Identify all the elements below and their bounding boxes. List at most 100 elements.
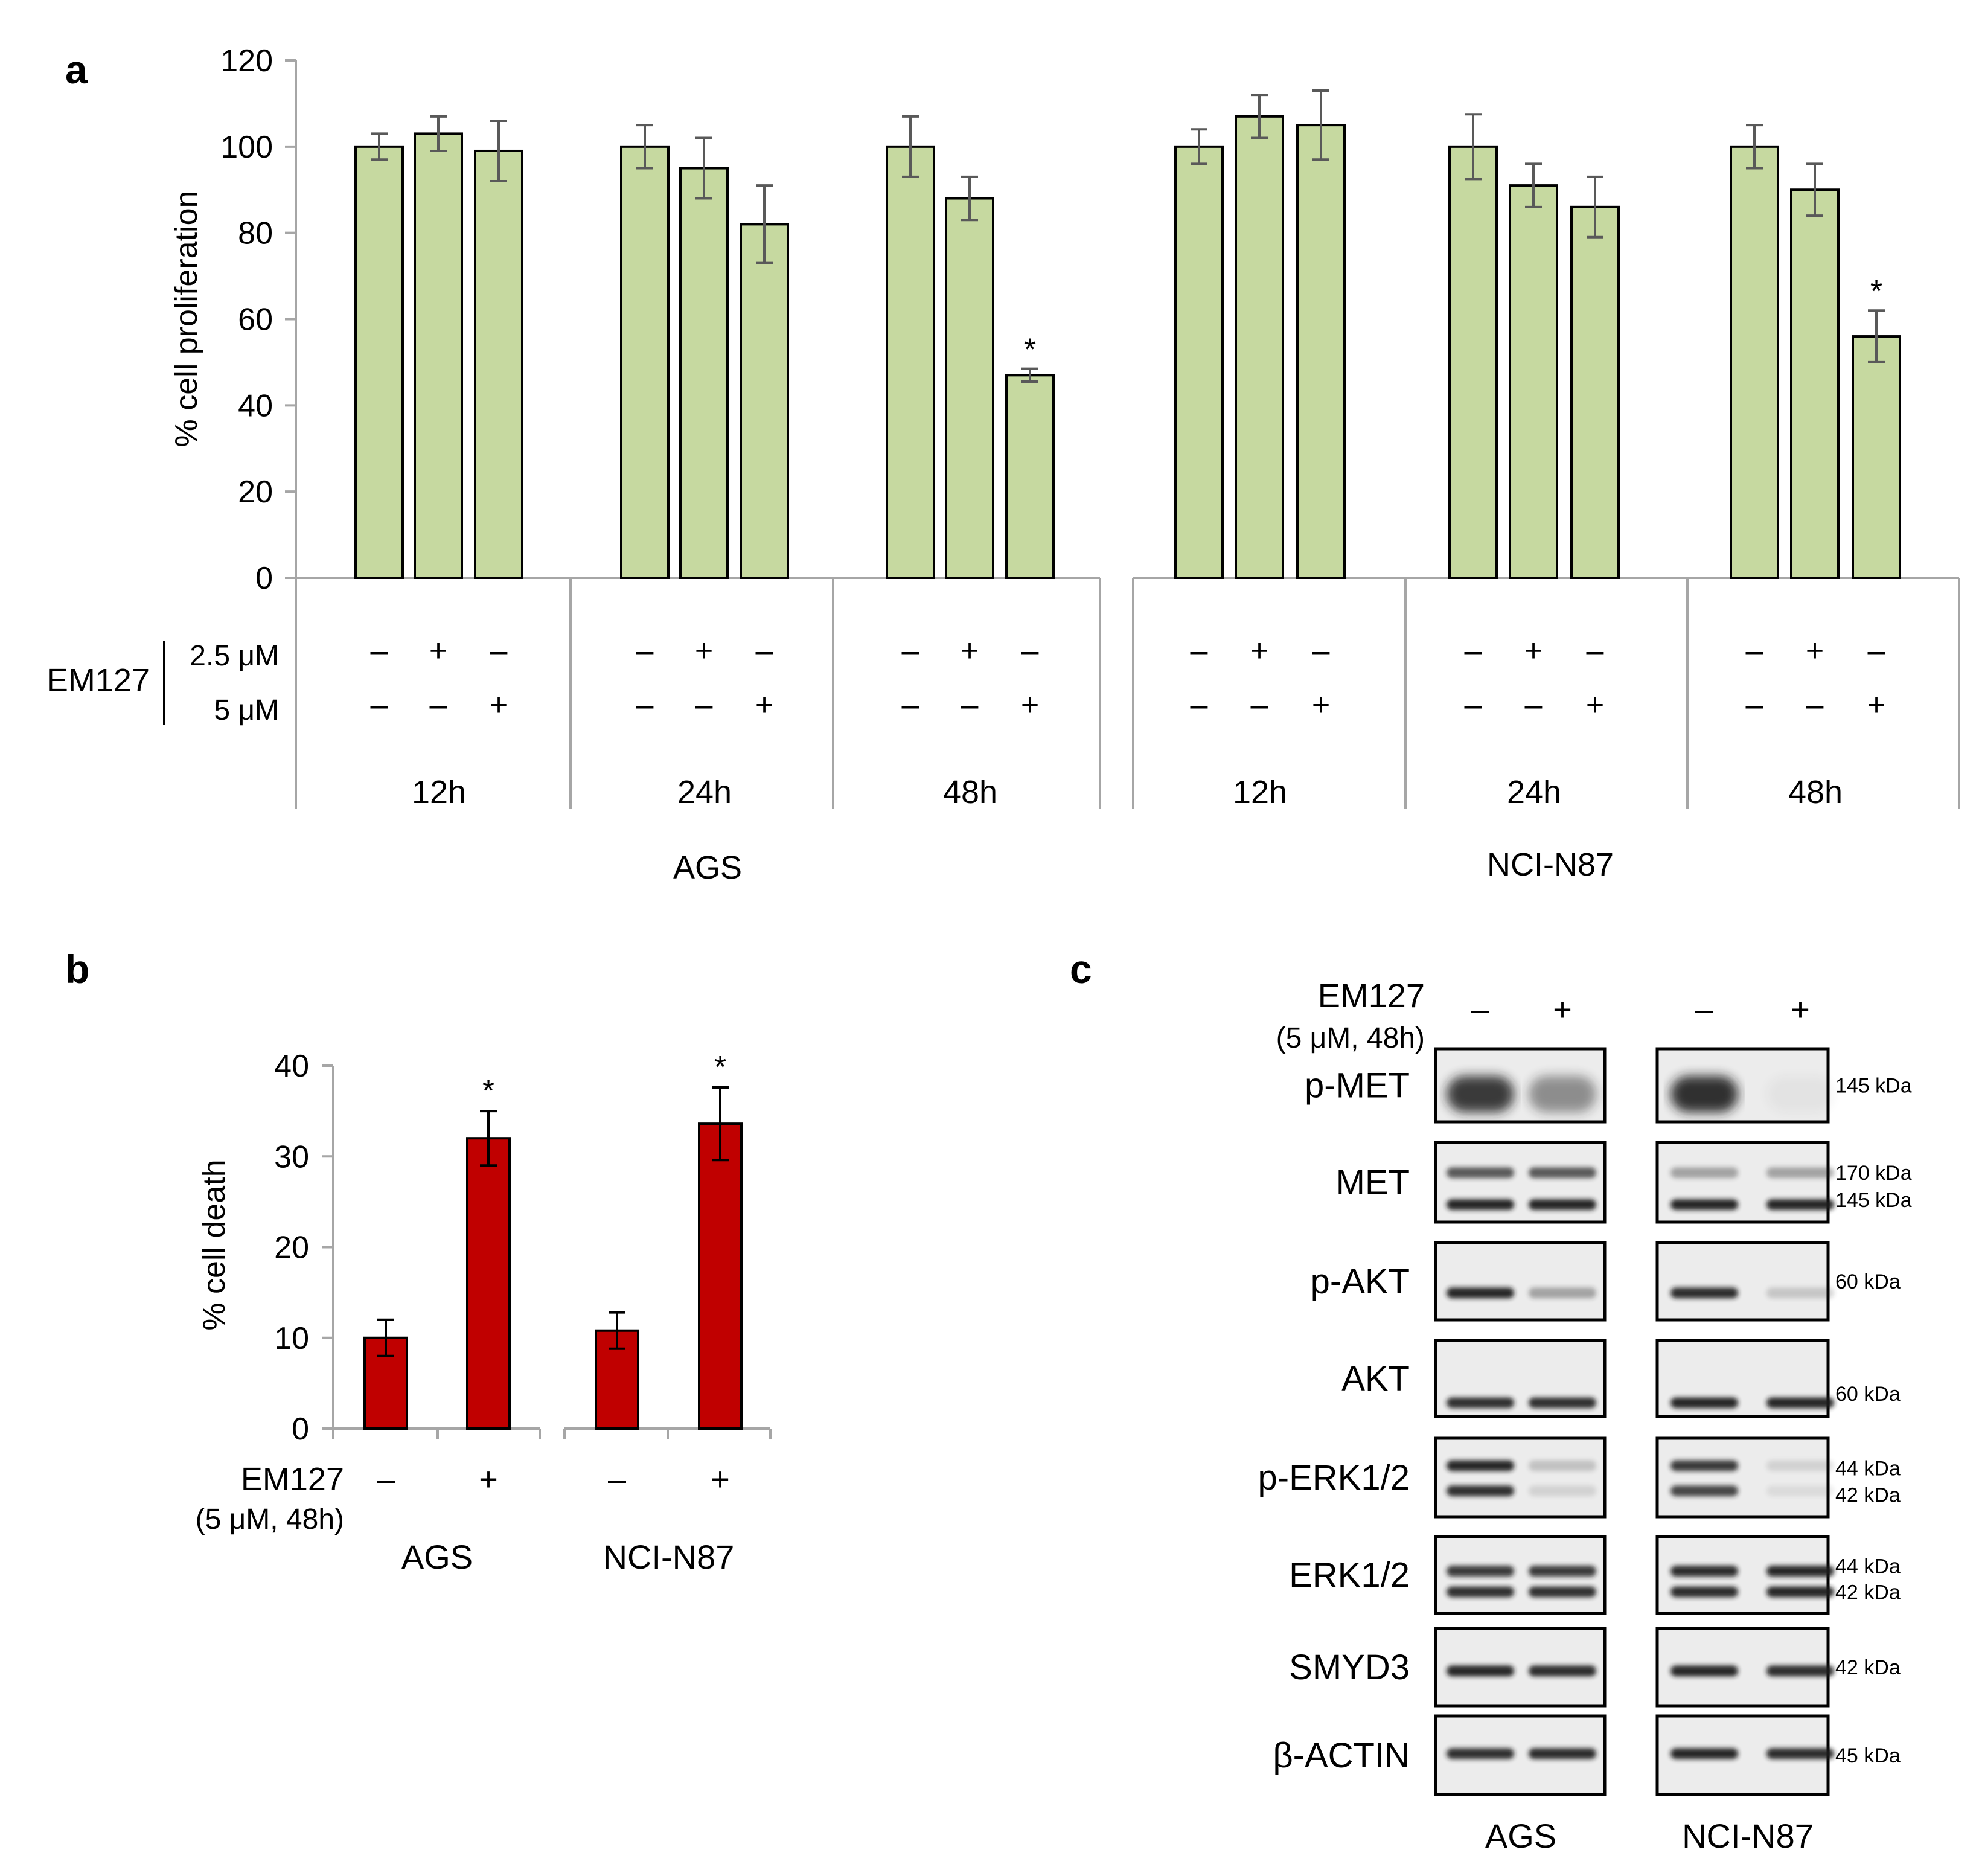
bar [1509, 184, 1558, 579]
y-axis-title: % cell proliferation [169, 191, 204, 447]
protein-band [1447, 1075, 1514, 1113]
protein-band [1447, 1586, 1514, 1598]
protein-band [1766, 1167, 1834, 1179]
dose-5-sign: – [371, 688, 388, 723]
protein-band [1670, 1167, 1738, 1179]
lane-sign: – [1695, 991, 1713, 1028]
dose-2-5-sign: + [1250, 633, 1268, 668]
western-blot-panel: EM127 (5 μM, 48h) – + – + p-MET 145 kDa MET 170 k… [1258, 976, 1912, 1855]
dose-2-5-sign: + [1806, 633, 1824, 668]
dose-5-sign: – [1525, 688, 1543, 723]
dose-5-sign: – [1251, 688, 1268, 723]
lane-sign: + [1791, 991, 1810, 1028]
kda-label: 44 kDa [1835, 1457, 1901, 1480]
bar [886, 145, 935, 580]
lane-sign: + [1553, 991, 1572, 1028]
y-tick-label: 30 [274, 1139, 309, 1174]
kda-label: 45 kDa [1835, 1744, 1901, 1767]
treatment-sign: – [377, 1461, 395, 1497]
bar [620, 145, 670, 580]
dose-2-5-sign: – [1191, 633, 1208, 668]
protein-band [1447, 1566, 1514, 1577]
bar [945, 197, 994, 579]
bar [679, 167, 729, 579]
bar [1852, 335, 1901, 579]
kda-label: 170 kDa [1835, 1162, 1912, 1185]
y-tick-label: 120 [220, 43, 273, 78]
protein-band [1529, 1748, 1596, 1759]
treatment-label: EM127 [46, 662, 150, 699]
protein-band [1447, 1665, 1514, 1677]
blot-box [1655, 1141, 1830, 1224]
treatment-sign: + [711, 1461, 730, 1497]
bar [354, 145, 404, 580]
cell-line-label: AGS [673, 850, 742, 886]
panel-label-a: a [65, 47, 88, 92]
bar [698, 1122, 743, 1430]
kda-label: 42 kDa [1835, 1581, 1901, 1604]
bar [1174, 145, 1224, 580]
protein-band [1447, 1460, 1514, 1471]
protein-band [1529, 1665, 1596, 1677]
dose-2-5-sign: – [1746, 633, 1763, 668]
cell-line-label: AGS [1485, 1817, 1556, 1855]
protein-band [1766, 1566, 1834, 1577]
bar [1235, 115, 1284, 579]
y-axis-title: % cell death [197, 1159, 232, 1330]
blot-box [1434, 1241, 1607, 1322]
treatment-sign: – [608, 1461, 626, 1497]
blot-box [1655, 1241, 1830, 1322]
significance-star: * [1870, 274, 1882, 309]
protein-label: p-MET [1305, 1066, 1410, 1106]
bar [1448, 145, 1498, 580]
lane-sign: – [1471, 991, 1489, 1028]
bar [1570, 205, 1620, 580]
y-tick-label: 20 [274, 1231, 309, 1266]
y-tick-label: 10 [274, 1321, 309, 1356]
protein-band [1766, 1586, 1834, 1598]
dose-5-sign: + [1021, 688, 1039, 723]
time-label: 12h [412, 774, 466, 810]
bar [1005, 374, 1055, 579]
dose-2-5-sign: – [902, 633, 919, 668]
protein-label: p-ERK1/2 [1258, 1458, 1410, 1497]
dose-label-5: 5 μM [214, 694, 279, 726]
bar [466, 1137, 511, 1430]
protein-band [1766, 1075, 1834, 1113]
treatment-sign: + [479, 1461, 498, 1497]
kda-label: 145 kDa [1835, 1189, 1912, 1212]
y-tick-label: 20 [238, 475, 273, 510]
protein-band [1670, 1460, 1738, 1471]
time-label: 12h [1233, 774, 1287, 810]
protein-band [1670, 1586, 1738, 1598]
panel-label-c: c [1070, 947, 1092, 991]
cell-death-chart: 0 10 20 30 40 % cell death – * + AGS – * + NCI-N87 EM1… [196, 1049, 772, 1576]
protein-band [1529, 1485, 1596, 1497]
protein-band [1670, 1287, 1738, 1299]
protein-band [1529, 1287, 1596, 1299]
protein-band [1447, 1287, 1514, 1299]
protein-band [1766, 1397, 1834, 1409]
dose-label-2-5: 2.5 μM [190, 640, 279, 672]
protein-band [1447, 1199, 1514, 1210]
time-label: 48h [1788, 774, 1843, 810]
dose-2-5-sign: – [1868, 633, 1885, 668]
panel-label-b: b [65, 947, 89, 991]
protein-label: p-AKT [1311, 1262, 1410, 1301]
dose-5-sign: – [1806, 688, 1824, 723]
cell-line-label: AGS [401, 1538, 473, 1576]
dose-2-5-sign: – [636, 633, 654, 668]
kda-label: 42 kDa [1835, 1484, 1901, 1507]
protein-label: AKT [1341, 1359, 1410, 1398]
time-label: 24h [1507, 774, 1561, 810]
time-label: 24h [677, 774, 732, 810]
protein-band [1766, 1460, 1834, 1471]
significance-star: * [1024, 333, 1036, 368]
protein-band [1670, 1397, 1738, 1409]
cell-line-label: NCI-N87 [1682, 1817, 1814, 1855]
treatment-note: (5 μM, 48h) [196, 1503, 344, 1535]
protein-band [1529, 1460, 1596, 1471]
cell-line-label: NCI-N87 [1487, 847, 1614, 883]
bar [414, 132, 463, 580]
